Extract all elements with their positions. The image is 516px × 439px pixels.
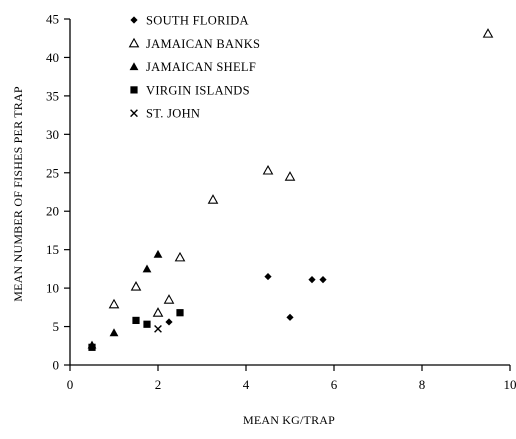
y-tick-label: 10 xyxy=(46,281,59,296)
x-tick-label: 10 xyxy=(504,377,516,392)
legend: SOUTH FLORIDA JAMAICAN BANKS JAMAICAN SHEL… xyxy=(130,14,261,121)
axes xyxy=(70,19,510,365)
x-ticks: 0 2 4 6 8 10 xyxy=(67,365,516,392)
y-tick-label: 0 xyxy=(53,358,60,373)
data-point xyxy=(308,276,315,283)
data-point xyxy=(143,321,150,328)
y-tick-label: 30 xyxy=(46,127,59,142)
y-tick-label: 25 xyxy=(46,165,59,180)
y-tick-label: 20 xyxy=(46,204,59,219)
data-point xyxy=(176,253,185,261)
y-tick-label: 15 xyxy=(46,242,59,257)
data-point xyxy=(143,264,152,272)
data-point xyxy=(154,250,163,258)
data-point xyxy=(209,195,218,203)
x-axis-title: MEAN KG/TRAP xyxy=(243,413,335,427)
data-point xyxy=(319,276,326,283)
data-point xyxy=(132,282,141,290)
data-points xyxy=(88,29,493,351)
data-point xyxy=(165,295,174,303)
data-point xyxy=(155,325,162,332)
legend-marker-jamaican-shelf xyxy=(130,62,139,70)
data-point xyxy=(154,308,163,316)
legend-marker-south-florida xyxy=(130,16,137,23)
legend-label-jamaican-shelf: JAMAICAN SHELF xyxy=(146,60,256,74)
data-point xyxy=(165,318,172,325)
y-tick-label: 35 xyxy=(46,88,59,103)
x-tick-label: 6 xyxy=(331,377,338,392)
data-point xyxy=(88,344,95,351)
y-tick-label: 40 xyxy=(46,50,59,65)
data-point xyxy=(484,29,493,37)
y-tick-label: 45 xyxy=(46,12,59,27)
legend-marker-st-john xyxy=(131,110,138,117)
y-axis-title: MEAN NUMBER OF FISHES PER TRAP xyxy=(11,86,25,302)
data-point xyxy=(286,172,295,180)
data-point xyxy=(176,309,183,316)
data-point xyxy=(132,317,139,324)
y-ticks: 0 5 10 15 20 25 30 35 40 45 xyxy=(46,12,70,373)
x-tick-label: 4 xyxy=(243,377,250,392)
legend-label-virgin-islands: VIRGIN ISLANDS xyxy=(146,83,250,97)
x-tick-label: 2 xyxy=(155,377,162,392)
legend-marker-virgin-islands xyxy=(130,86,137,93)
x-tick-label: 0 xyxy=(67,377,74,392)
legend-label-south-florida: SOUTH FLORIDA xyxy=(146,14,249,28)
data-point xyxy=(110,328,119,336)
legend-label-jamaican-banks: JAMAICAN BANKS xyxy=(146,37,260,51)
legend-marker-jamaican-banks xyxy=(130,39,139,47)
data-point xyxy=(264,273,271,280)
data-point xyxy=(110,300,119,308)
data-point xyxy=(264,166,273,174)
legend-label-st-john: ST. JOHN xyxy=(146,107,200,121)
x-tick-label: 8 xyxy=(419,377,426,392)
data-point xyxy=(286,314,293,321)
y-tick-label: 5 xyxy=(53,319,60,334)
